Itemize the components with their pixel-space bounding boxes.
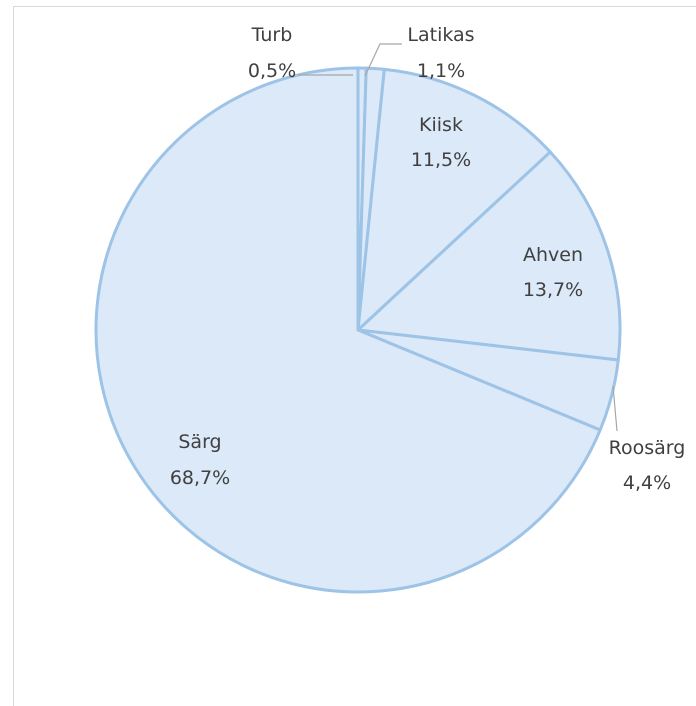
slice-value-turb: 0,5% — [248, 60, 296, 82]
leader-lines — [298, 43, 618, 432]
slice-label-latikas: Latikas — [407, 24, 474, 46]
leader-line-roosarg — [612, 385, 618, 432]
slice-value-roosarg: 4,4% — [623, 472, 671, 494]
leader-line-latikas — [364, 43, 402, 77]
slice-label-kiisk: Kiisk — [419, 114, 463, 136]
slice-label-ahven: Ahven — [523, 244, 583, 266]
slice-value-ahven: 13,7% — [523, 279, 583, 301]
slice-value-sarg: 68,7% — [170, 467, 230, 489]
slice-value-kiisk: 11,5% — [411, 149, 471, 171]
pie-slice-ahven — [356, 150, 622, 362]
pie-slice-s-rg — [94, 66, 602, 594]
slice-value-latikas: 1,1% — [417, 60, 465, 82]
pie-slices — [94, 66, 622, 594]
pie-slice-kiisk — [356, 67, 552, 332]
slice-label-turb: Turb — [251, 24, 293, 46]
chart-frame — [13, 6, 696, 706]
slice-labels: Turb 0,5% Latikas 1,1% Kiisk 11,5% Ahven… — [170, 24, 686, 494]
slice-label-sarg: Särg — [178, 431, 221, 453]
slice-label-roosarg: Roosärg — [609, 437, 686, 459]
pie-chart: Turb 0,5% Latikas 1,1% Kiisk 11,5% Ahven… — [94, 24, 686, 594]
